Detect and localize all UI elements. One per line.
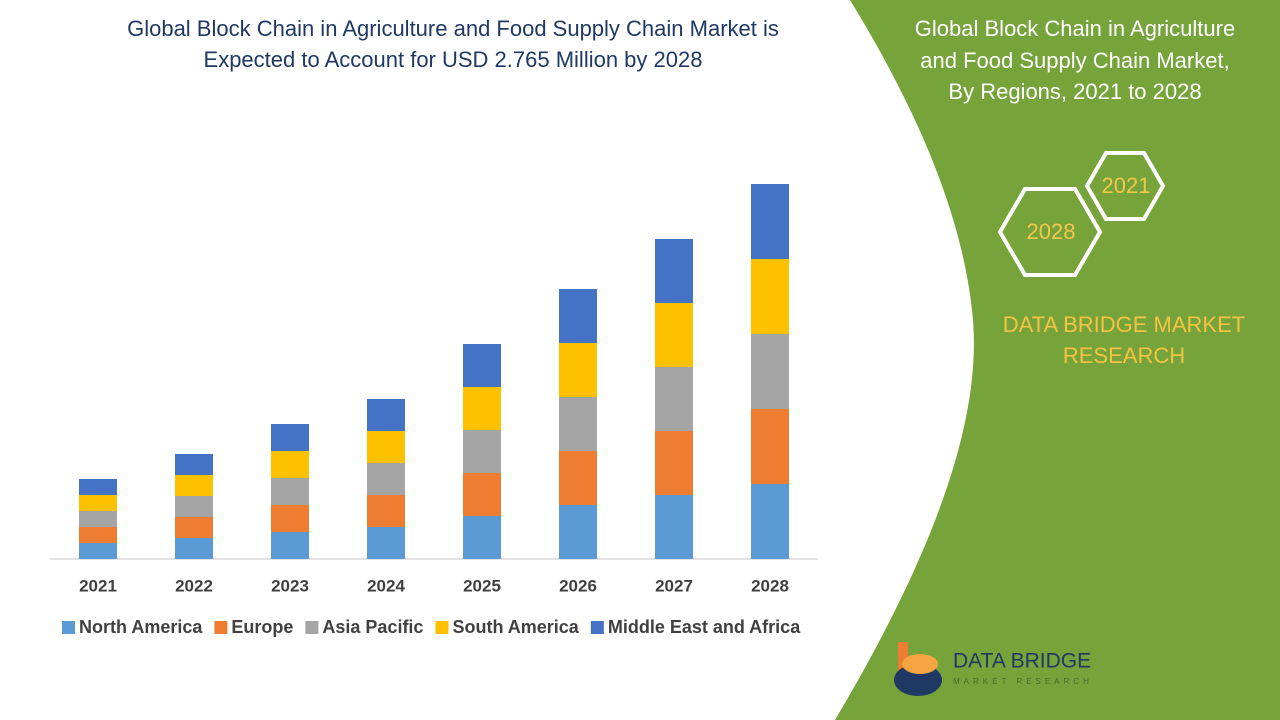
bar-segment bbox=[655, 431, 693, 495]
x-tick-label: 2025 bbox=[463, 576, 501, 595]
x-tick-label: 2024 bbox=[367, 576, 405, 595]
legend-swatch bbox=[435, 621, 449, 634]
brand: RESEARCH bbox=[1063, 343, 1185, 368]
badge: 2028 bbox=[1027, 219, 1076, 244]
bars: 2021 2022 2023 2024 2025 2026 2027 2028 bbox=[79, 184, 789, 595]
x-tick-label: 2027 bbox=[655, 576, 693, 595]
bar-segment bbox=[271, 424, 309, 451]
bar-segment bbox=[559, 397, 597, 451]
logo-text: DATA BRIDGE bbox=[953, 650, 1091, 673]
bar-segment bbox=[367, 399, 405, 431]
hexagon bbox=[1084, 151, 1166, 221]
bar-segment bbox=[79, 527, 117, 543]
bar-segment bbox=[655, 303, 693, 367]
bar-segment bbox=[559, 343, 597, 397]
bar-segment bbox=[463, 473, 501, 516]
bar-segment bbox=[175, 475, 213, 496]
logo: DATA BRIDGE MARKET RESEARCH bbox=[894, 642, 1093, 696]
bar-segment bbox=[175, 517, 213, 538]
bar-segment bbox=[79, 543, 117, 559]
bar-segment bbox=[175, 538, 213, 559]
bar-segment bbox=[79, 511, 117, 527]
legend-label: Asia Pacific bbox=[322, 617, 423, 637]
panel-title-line: By Regions, 2021 to 2028 bbox=[948, 79, 1201, 104]
green-panel bbox=[835, 0, 1280, 720]
chart-title: Expected to Account for USD 2.765 Millio… bbox=[204, 47, 703, 72]
chart-title: Global Block Chain in Agriculture and Fo… bbox=[127, 16, 779, 41]
bar-segment bbox=[751, 259, 789, 334]
bar-segment bbox=[751, 484, 789, 559]
bar-segment bbox=[751, 409, 789, 484]
title: Global Block Chain in Agriculture and Fo… bbox=[127, 16, 779, 72]
legend-label: South America bbox=[452, 617, 579, 637]
panel-title-line: and Food Supply Chain Market, bbox=[920, 48, 1229, 73]
bar-segment bbox=[559, 505, 597, 559]
legend-label: Middle East and Africa bbox=[608, 617, 801, 637]
x-tick-label: 2021 bbox=[79, 576, 117, 595]
bar-segment bbox=[367, 495, 405, 527]
legend-label: Europe bbox=[231, 617, 293, 637]
bar-segment bbox=[655, 367, 693, 431]
x-tick-label: 2023 bbox=[271, 576, 309, 595]
bar-segment bbox=[367, 431, 405, 463]
bar-segment bbox=[271, 451, 309, 478]
bar-segment bbox=[655, 239, 693, 303]
bar-segment bbox=[751, 184, 789, 259]
x-tick-label: 2026 bbox=[559, 576, 597, 595]
bar-segment bbox=[79, 479, 117, 495]
bar-segment bbox=[559, 289, 597, 343]
logo-shape bbox=[902, 654, 938, 674]
x-tick-label: 2028 bbox=[751, 576, 789, 595]
x-tick-label: 2022 bbox=[175, 576, 213, 595]
legend-swatch bbox=[590, 621, 604, 634]
logo-subtext: MARKET RESEARCH bbox=[953, 677, 1093, 686]
legend-swatch bbox=[305, 621, 319, 634]
bar-segment bbox=[271, 532, 309, 559]
bar-segment bbox=[175, 496, 213, 517]
legend-label: North America bbox=[79, 617, 203, 637]
brand: DATA BRIDGE MARKET bbox=[1003, 312, 1245, 337]
panel-title: Global Block Chain in Agriculture and Fo… bbox=[915, 16, 1235, 104]
bar-segment bbox=[175, 454, 213, 475]
hexagon bbox=[997, 187, 1103, 277]
bar-segment bbox=[367, 463, 405, 495]
bar-segment bbox=[559, 451, 597, 505]
legend-swatch bbox=[214, 621, 228, 634]
bar-segment bbox=[271, 478, 309, 505]
bar-segment bbox=[271, 505, 309, 532]
panel-title-line: Global Block Chain in Agriculture bbox=[915, 16, 1235, 41]
badge: 2021 bbox=[1102, 173, 1151, 198]
bar-segment bbox=[463, 430, 501, 473]
bar-segment bbox=[655, 495, 693, 559]
bar-segment bbox=[463, 516, 501, 559]
bar-segment bbox=[367, 527, 405, 559]
bar-segment bbox=[463, 387, 501, 430]
bar-segment bbox=[751, 334, 789, 409]
bar-segment bbox=[463, 344, 501, 387]
legend: North America Europe Asia Pacific South Ame… bbox=[62, 617, 801, 637]
bar-segment bbox=[79, 495, 117, 511]
legend-swatch bbox=[62, 621, 75, 634]
